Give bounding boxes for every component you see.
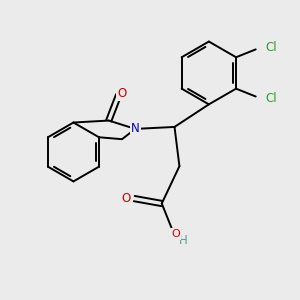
Text: H: H: [179, 234, 188, 247]
Text: N: N: [131, 122, 140, 135]
Text: O: O: [117, 87, 126, 100]
Text: O: O: [171, 229, 180, 239]
Text: Cl: Cl: [266, 92, 277, 105]
Text: Cl: Cl: [266, 41, 277, 54]
Text: O: O: [122, 192, 131, 205]
